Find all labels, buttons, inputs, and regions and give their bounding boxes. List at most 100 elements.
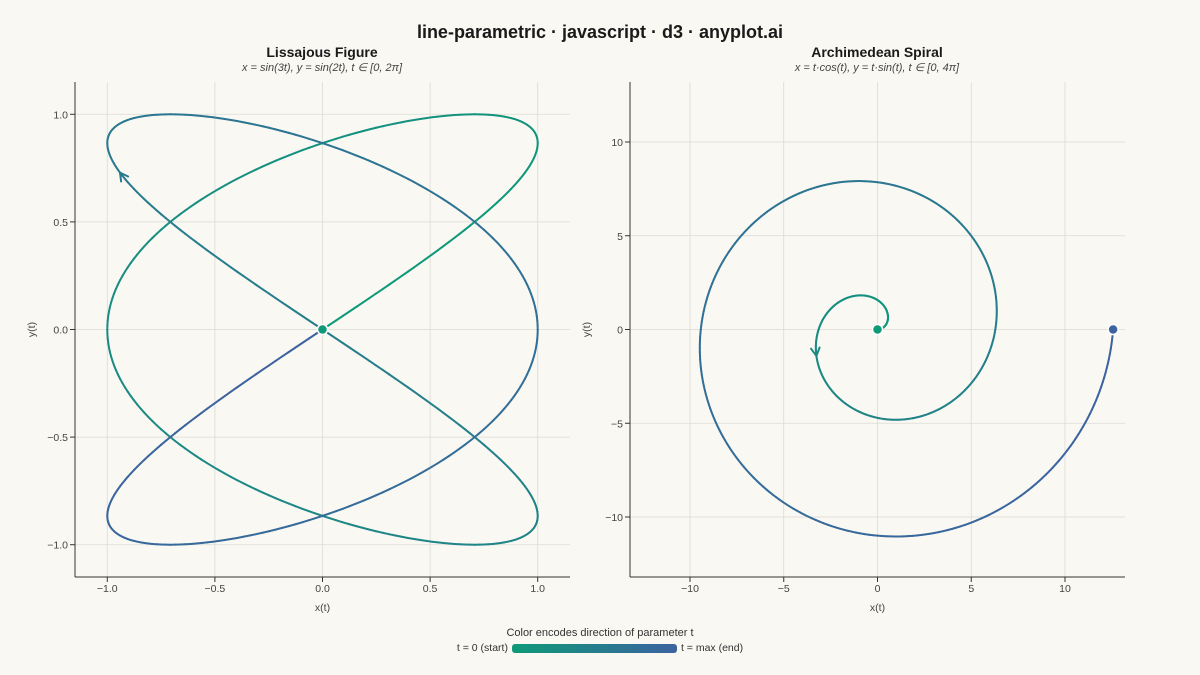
curve-segment (261, 364, 270, 371)
curve-segment (328, 517, 338, 522)
y-tick-label: 0 (617, 325, 623, 337)
curve-segment (223, 390, 232, 398)
curve-segment (174, 439, 182, 446)
curve-segment (206, 249, 214, 256)
curve-segment (254, 165, 264, 171)
curve-segment (375, 125, 384, 129)
curve-segment (394, 274, 403, 282)
curve-segment (274, 497, 284, 502)
curve-segment (406, 475, 416, 482)
curve-segment (394, 121, 403, 125)
curve-segment (267, 126, 277, 131)
curve-segment (335, 146, 344, 152)
x-tick-label: −1.0 (97, 583, 118, 595)
y-axis-label: y(t) (581, 322, 593, 337)
curve-segment (394, 482, 403, 488)
curve-segment (478, 428, 485, 435)
curve-segment (381, 488, 391, 494)
curve-segment (368, 528, 378, 533)
curve-segment (355, 350, 364, 358)
curve-segment (267, 528, 277, 533)
curve-segment (248, 168, 257, 174)
curve-segment (348, 306, 358, 313)
curve-segment (281, 499, 290, 505)
curve-segment (206, 403, 214, 410)
curve-segment (164, 432, 172, 439)
curve-segment (341, 149, 351, 154)
curve-segment (248, 279, 257, 286)
curve-segment (236, 120, 245, 124)
legend: t = 0 (start) t = max (end) (0, 642, 1200, 654)
curve-segment (267, 359, 277, 367)
curve-segment (184, 232, 192, 239)
curve-segment (164, 220, 172, 227)
curve-segment (361, 355, 371, 362)
curve-segment (381, 283, 391, 291)
curve-segment (206, 462, 214, 468)
curve-segment (223, 538, 232, 542)
curve-segment (200, 194, 209, 201)
curve-segment (194, 198, 203, 204)
curve-segment (419, 257, 428, 264)
curve-segment (375, 530, 384, 534)
curve-segment (242, 121, 251, 125)
curve-segment (388, 168, 397, 174)
curve-segment (236, 382, 245, 389)
curve-segment (361, 297, 371, 304)
curve-segment (419, 539, 428, 542)
curve-segment (400, 535, 409, 539)
curve-segment (236, 270, 245, 277)
curve-segment (335, 507, 344, 513)
curve-segment (267, 494, 277, 500)
curve-segment (463, 439, 471, 446)
curve-segment (294, 149, 304, 154)
curve-segment (448, 416, 456, 423)
curve-segment (463, 224, 471, 231)
curve-segment (473, 220, 481, 227)
panel-subtitle: x = t·cos(t), y = t·sin(t), t ∈ [0, 4π] (794, 62, 960, 74)
curve-segment (468, 436, 476, 442)
curve-segment (242, 377, 251, 385)
curve-segment (368, 359, 378, 367)
curve-segment (301, 337, 310, 345)
legend-end-label: t = max (end) (680, 642, 744, 654)
curve-segment (368, 494, 378, 500)
curve-segment (413, 117, 422, 121)
curve-segment (400, 382, 409, 389)
curve-segment (274, 297, 284, 304)
x-axis-label: x(t) (870, 602, 885, 614)
curve-segment (179, 209, 187, 216)
curve-segment (368, 126, 378, 131)
curve-segment (287, 306, 297, 313)
curve-segment (229, 536, 239, 541)
curve-segment (478, 224, 485, 231)
curve-segment (184, 420, 192, 427)
curve-segment (381, 165, 391, 171)
curve-segment (242, 534, 251, 538)
y-tick-label: 0.5 (53, 217, 68, 229)
curve-segment (436, 245, 445, 252)
panel-subtitle: x = sin(3t), y = sin(2t), t ∈ [0, 2π] (241, 62, 403, 74)
curve-segment (341, 521, 351, 526)
curve-segment (328, 137, 338, 142)
curve-segment (361, 128, 371, 133)
curve-segment (335, 135, 344, 140)
curve-segment (254, 123, 264, 128)
curve-segment (301, 135, 310, 140)
curve-segment (335, 519, 344, 524)
curve-segment (375, 491, 384, 497)
y-tick-label: −10 (605, 512, 623, 524)
curve-segment (453, 205, 461, 212)
spiral-panel: Archimedean Spiral x = t·cos(t), y = t·si… (581, 44, 1125, 614)
y-tick-label: −5 (611, 418, 623, 430)
curve-segment (328, 333, 338, 340)
curve-segment (184, 205, 192, 212)
curve-segment (425, 465, 434, 472)
curve-segment (179, 424, 187, 431)
curve-segment (229, 386, 239, 393)
panel-title: Archimedean Spiral (811, 44, 943, 60)
legend-title: Color encodes direction of parameter t (506, 627, 694, 639)
curve-segment (381, 531, 391, 536)
end-marker (1107, 323, 1119, 336)
curve-segment (194, 240, 203, 248)
